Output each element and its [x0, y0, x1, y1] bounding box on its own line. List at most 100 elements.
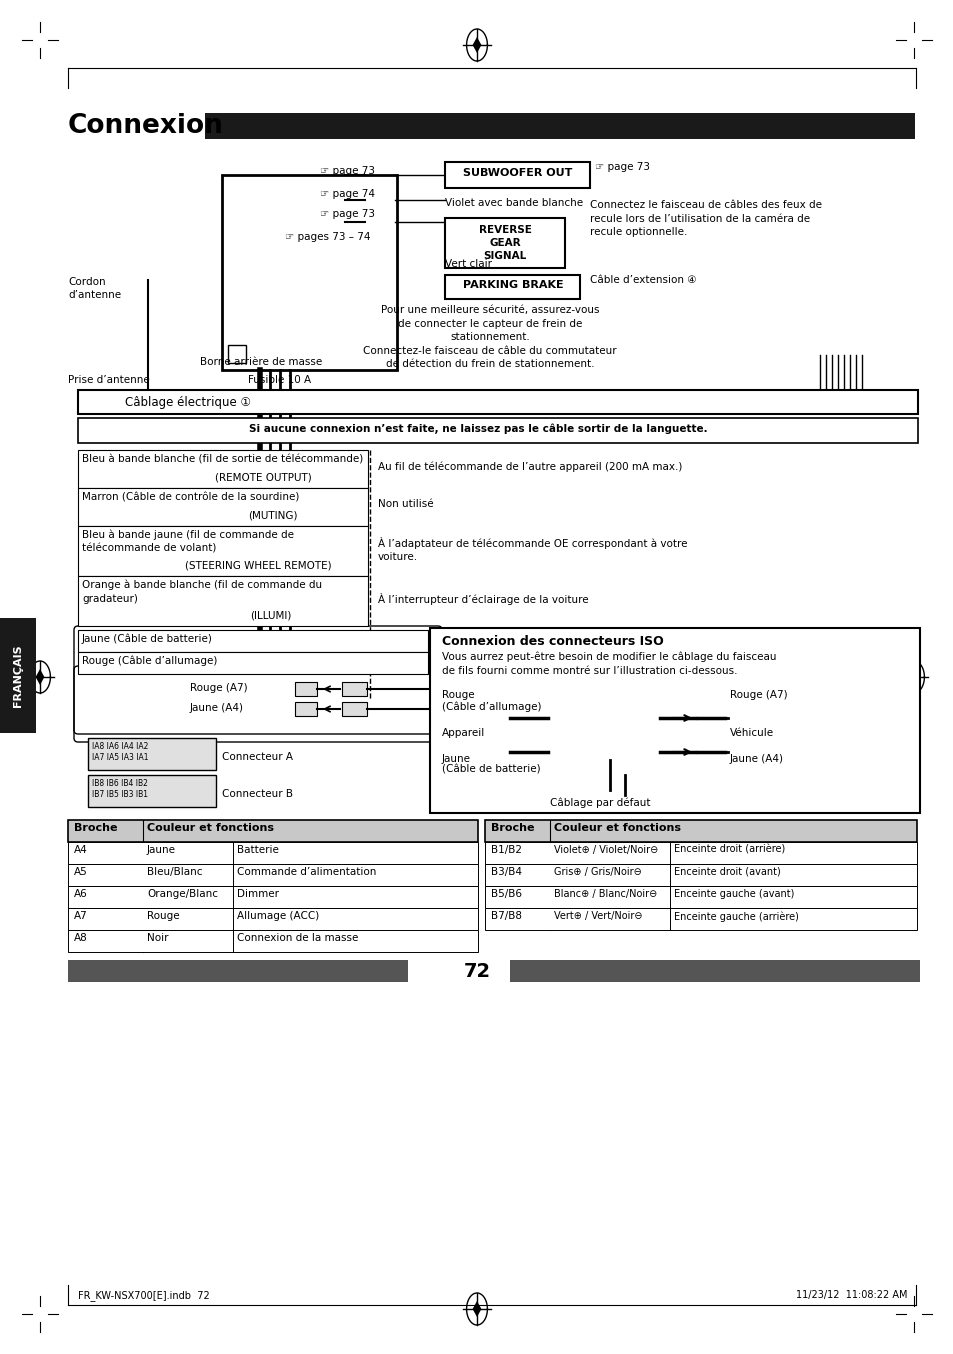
Text: SUBWOOFER OUT: SUBWOOFER OUT [463, 168, 572, 177]
Bar [78, 653, 428, 674]
Bar [78, 630, 428, 653]
Bar [68, 864, 477, 886]
Text: Enceinte gauche (avant): Enceinte gauche (avant) [673, 890, 794, 899]
Text: Bleu à bande blanche (fil de sortie de télécommande): Bleu à bande blanche (fil de sortie de t… [82, 454, 363, 464]
Text: Bleu/Blanc: Bleu/Blanc [147, 867, 202, 877]
Text: Cordon
d’antenne: Cordon d’antenne [68, 278, 121, 301]
Bar [294, 701, 316, 716]
Text: Violet avec bande blanche: Violet avec bande blanche [444, 198, 582, 209]
Text: Enceinte droit (arrière): Enceinte droit (arrière) [673, 845, 784, 854]
Polygon shape [472, 37, 481, 53]
Bar [68, 909, 477, 930]
Bar [444, 275, 579, 299]
Text: Jaune (A4): Jaune (A4) [729, 754, 783, 764]
Text: Câblage par défaut: Câblage par défaut [549, 798, 650, 808]
Text: Rouge: Rouge [441, 691, 475, 700]
Text: (STEERING WHEEL REMOTE): (STEERING WHEEL REMOTE) [185, 561, 332, 570]
Text: Couleur et fonctions: Couleur et fonctions [554, 823, 680, 833]
Bar [430, 628, 919, 812]
Text: (ILLUMI): (ILLUMI) [250, 611, 291, 620]
Text: Prise d’antenne: Prise d’antenne [68, 375, 150, 385]
Bar [222, 175, 396, 370]
Text: A5: A5 [74, 867, 88, 877]
Text: ☞ pages 73 – 74: ☞ pages 73 – 74 [285, 232, 370, 242]
Text: A7: A7 [74, 911, 88, 921]
Text: Appareil: Appareil [441, 728, 485, 738]
Bar [484, 842, 916, 864]
Text: (Câble d’allumage): (Câble d’allumage) [441, 701, 541, 712]
Text: IB8 IB6 IB4 IB2: IB8 IB6 IB4 IB2 [91, 779, 148, 788]
Bar [444, 218, 564, 268]
Text: ☞ page 74: ☞ page 74 [319, 190, 375, 199]
Bar [68, 821, 477, 842]
Text: ☞ page 73: ☞ page 73 [319, 167, 375, 176]
Text: A6: A6 [74, 890, 88, 899]
Bar [88, 738, 215, 770]
Bar [68, 960, 408, 982]
Text: Commande d’alimentation: Commande d’alimentation [236, 867, 376, 877]
Text: Enceinte droit (avant): Enceinte droit (avant) [673, 867, 780, 877]
Polygon shape [35, 669, 45, 685]
Text: Jaune (A4): Jaune (A4) [190, 703, 244, 714]
Text: Rouge (A7): Rouge (A7) [729, 691, 787, 700]
Text: Au fil de télécommande de l’autre appareil (200 mA max.): Au fil de télécommande de l’autre appare… [377, 460, 681, 471]
Text: Si aucune connexion n’est faite, ne laissez pas le câble sortir de la languette.: Si aucune connexion n’est faite, ne lais… [249, 424, 706, 435]
Text: Jaune (Câble de batterie): Jaune (Câble de batterie) [82, 634, 213, 645]
Text: Vert clair: Vert clair [444, 259, 492, 269]
Text: Couleur et fonctions: Couleur et fonctions [147, 823, 274, 833]
Text: Pour une meilleure sécurité, assurez-vous
de connecter le capteur de frein de
st: Pour une meilleure sécurité, assurez-vou… [363, 305, 617, 370]
Text: Gris⊕ / Gris/Noir⊖: Gris⊕ / Gris/Noir⊖ [554, 867, 641, 877]
Text: Véhicule: Véhicule [729, 728, 773, 738]
Text: (REMOTE OUTPUT): (REMOTE OUTPUT) [214, 473, 312, 482]
Bar [0, 617, 36, 733]
Text: IA7 IA5 IA3 IA1: IA7 IA5 IA3 IA1 [91, 753, 149, 762]
Text: B7/B8: B7/B8 [491, 911, 521, 921]
Text: Orange à bande blanche (fil de commande du
gradateur): Orange à bande blanche (fil de commande … [82, 580, 322, 604]
Text: (Câble de batterie): (Câble de batterie) [441, 765, 540, 774]
Text: IA8 IA6 IA4 IA2: IA8 IA6 IA4 IA2 [91, 742, 149, 751]
Polygon shape [908, 669, 918, 685]
Text: Vous aurrez peut-être besoin de modifier le câblage du faisceau
de fils fourni c: Vous aurrez peut-être besoin de modifier… [441, 653, 776, 676]
Text: Non utilisé: Non utilisé [377, 500, 434, 509]
Bar [68, 930, 477, 952]
Text: Câblage électrique ①: Câblage électrique ① [125, 395, 251, 409]
Text: 72: 72 [463, 961, 490, 982]
Text: A8: A8 [74, 933, 88, 942]
Text: PARKING BRAKE: PARKING BRAKE [462, 280, 562, 290]
Text: REVERSE
GEAR
SIGNAL: REVERSE GEAR SIGNAL [478, 225, 531, 261]
Bar [78, 575, 368, 626]
Bar [78, 450, 368, 487]
Text: Connecteur A: Connecteur A [222, 751, 293, 762]
Bar [510, 960, 919, 982]
Text: Violet⊕ / Violet/Noir⊖: Violet⊕ / Violet/Noir⊖ [554, 845, 658, 854]
Text: Connecteur B: Connecteur B [222, 789, 293, 799]
Bar [484, 909, 916, 930]
Text: ☞ page 73: ☞ page 73 [319, 209, 375, 219]
Text: Marron (Câble de contrôle de la sourdine): Marron (Câble de contrôle de la sourdine… [82, 492, 299, 502]
Bar [78, 525, 368, 575]
Bar [205, 112, 914, 139]
Bar [78, 418, 917, 443]
Text: (MUTING): (MUTING) [248, 510, 297, 520]
Text: À l’adaptateur de télécommande OE correspondant à votre
voiture.: À l’adaptateur de télécommande OE corres… [377, 538, 687, 562]
Text: B1/B2: B1/B2 [491, 845, 521, 854]
Text: Jaune: Jaune [147, 845, 175, 854]
Bar [88, 774, 215, 807]
Bar [228, 345, 246, 363]
Bar [484, 864, 916, 886]
Text: ☞ page 73: ☞ page 73 [595, 162, 649, 172]
Text: Fusible 10 A: Fusible 10 A [248, 375, 311, 385]
Bar [68, 886, 477, 909]
Bar [68, 842, 477, 864]
Polygon shape [472, 1301, 481, 1317]
Bar [341, 682, 367, 696]
Bar [341, 701, 367, 716]
Text: Noir: Noir [147, 933, 169, 942]
Text: B3/B4: B3/B4 [491, 867, 521, 877]
Bar [484, 821, 916, 842]
Bar [294, 682, 316, 696]
Text: FRANÇAIS: FRANÇAIS [13, 645, 23, 707]
Text: Rouge (A7): Rouge (A7) [190, 682, 248, 693]
Text: Borne arrière de masse: Borne arrière de masse [200, 357, 322, 367]
Text: À l’interrupteur d’éclairage de la voiture: À l’interrupteur d’éclairage de la voitu… [377, 593, 588, 605]
